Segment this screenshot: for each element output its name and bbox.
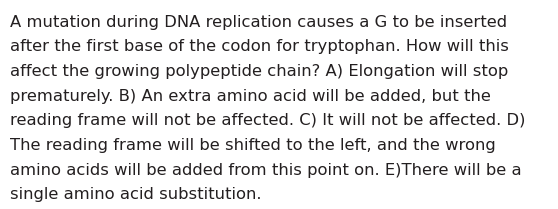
Text: single amino acid substitution.: single amino acid substitution. xyxy=(10,187,262,202)
Text: after the first base of the codon for tryptophan. How will this: after the first base of the codon for tr… xyxy=(10,39,509,54)
Text: The reading frame will be shifted to the left, and the wrong: The reading frame will be shifted to the… xyxy=(10,138,496,153)
Text: prematurely. B) An extra amino acid will be added, but the: prematurely. B) An extra amino acid will… xyxy=(10,89,491,104)
Text: affect the growing polypeptide chain? A) Elongation will stop: affect the growing polypeptide chain? A)… xyxy=(10,64,508,79)
Text: A mutation during DNA replication causes a G to be inserted: A mutation during DNA replication causes… xyxy=(10,15,507,30)
Text: amino acids will be added from this point on. E)There will be a: amino acids will be added from this poin… xyxy=(10,163,522,178)
Text: reading frame will not be affected. C) It will not be affected. D): reading frame will not be affected. C) I… xyxy=(10,113,526,128)
